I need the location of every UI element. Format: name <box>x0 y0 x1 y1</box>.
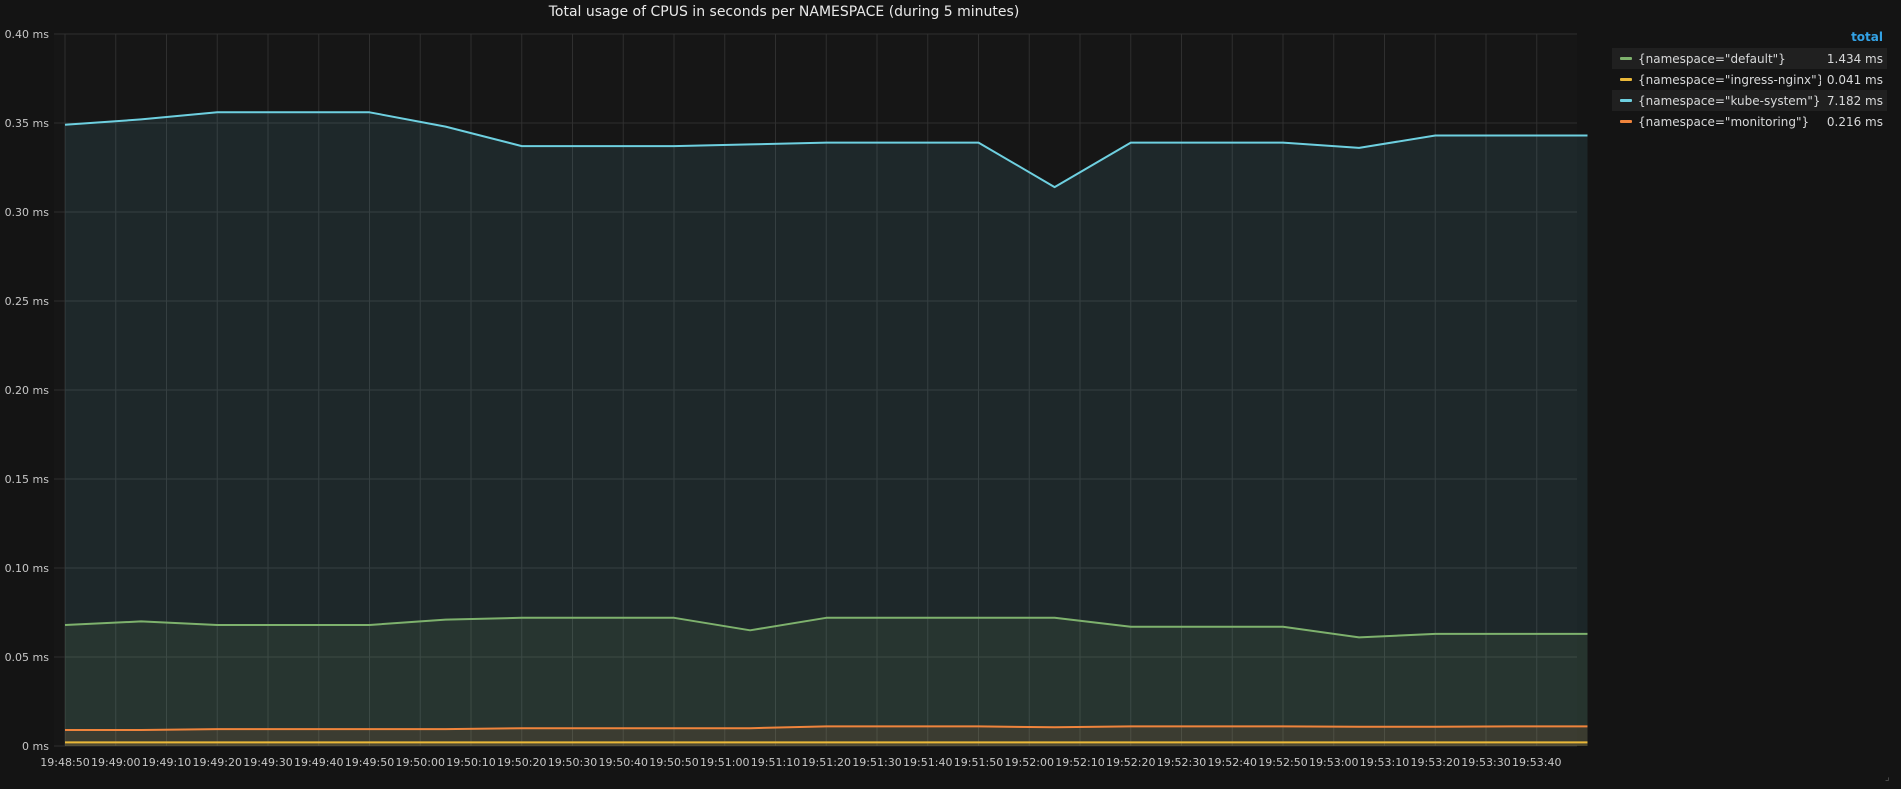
x-tick-label: 19:52:40 <box>1208 756 1257 769</box>
x-tick-label: 19:50:50 <box>649 756 698 769</box>
x-tick-label: 19:50:00 <box>396 756 445 769</box>
legend-item-total: 0.041 ms <box>1826 72 1883 87</box>
panel-title[interactable]: Total usage of CPUS in seconds per NAMES… <box>548 4 1020 20</box>
y-tick-label: 0.35 ms <box>5 117 50 130</box>
y-tick-label: 0.10 ms <box>5 562 50 575</box>
series-line[interactable] <box>64 111 1588 189</box>
legend-item-label[interactable]: {namespace="default"} <box>1638 51 1786 66</box>
legend-item[interactable]: {namespace="monitoring"} 0.216 ms <box>1612 111 1887 132</box>
legend-item-label[interactable]: {namespace="ingress-nginx"} <box>1638 72 1821 87</box>
x-tick-label: 19:51:50 <box>954 756 1003 769</box>
y-tick-label: 0.05 ms <box>5 651 50 664</box>
x-axis: 19:48:50 19:49:00 19:49:10 19:49:20 19:49:30… <box>40 756 1561 769</box>
chart-area[interactable]: 0 ms 0.05 ms 0.10 ms 0.15 ms 0.20 ms 0.25 ms 0… <box>0 0 1590 789</box>
x-tick-label: 19:52:50 <box>1258 756 1307 769</box>
x-tick-label: 19:51:00 <box>700 756 749 769</box>
legend-items: {namespace="default"} 1.434 ms {namespace=… <box>1612 48 1887 132</box>
y-tick-label: 0.40 ms <box>5 28 50 41</box>
x-tick-label: 19:52:10 <box>1055 756 1104 769</box>
x-tick-label: 19:52:00 <box>1005 756 1054 769</box>
series-area <box>65 726 1588 746</box>
legend-column-total[interactable]: total <box>1851 30 1883 44</box>
x-tick-label: 19:48:50 <box>40 756 89 769</box>
x-tick-label: 19:53:00 <box>1309 756 1358 769</box>
x-tick-label: 19:51:20 <box>802 756 851 769</box>
series-area <box>65 617 1588 746</box>
x-tick-label: 19:50:30 <box>548 756 597 769</box>
series-line[interactable] <box>64 616 1588 639</box>
x-tick-label: 19:51:10 <box>751 756 800 769</box>
legend-swatch[interactable] <box>1620 99 1632 102</box>
x-tick-label: 19:53:10 <box>1360 756 1409 769</box>
y-tick-label: 0.25 ms <box>5 295 50 308</box>
legend-item-total: 1.434 ms <box>1826 51 1883 66</box>
x-tick-label: 19:49:10 <box>142 756 191 769</box>
y-tick-label: 0 ms <box>22 740 49 753</box>
x-tick-label: 19:49:50 <box>345 756 394 769</box>
y-tick-label: 0.15 ms <box>5 473 50 486</box>
legend-item-label[interactable]: {namespace="kube-system"} <box>1638 93 1821 108</box>
legend-item-total: 0.216 ms <box>1826 114 1883 129</box>
legend-item[interactable]: {namespace="default"} 1.434 ms <box>1612 48 1887 69</box>
x-tick-label: 19:53:30 <box>1461 756 1510 769</box>
legend-swatch[interactable] <box>1620 120 1632 123</box>
x-tick-label: 19:50:20 <box>497 756 546 769</box>
x-tick-label: 19:52:30 <box>1157 756 1206 769</box>
legend-item-label[interactable]: {namespace="monitoring"} <box>1638 114 1810 129</box>
legend-item[interactable]: {namespace="ingress-nginx"} 0.041 ms <box>1612 69 1887 90</box>
x-tick-label: 19:51:30 <box>852 756 901 769</box>
legend-item[interactable]: {namespace="kube-system"} 7.182 ms <box>1612 90 1887 111</box>
legend-swatch[interactable] <box>1620 57 1632 60</box>
x-tick-label: 19:50:40 <box>599 756 648 769</box>
chart-grid <box>54 33 1577 747</box>
x-tick-label: 19:49:00 <box>91 756 140 769</box>
x-tick-label: 19:52:20 <box>1106 756 1155 769</box>
x-tick-label: 19:49:40 <box>294 756 343 769</box>
x-tick-label: 19:50:10 <box>446 756 495 769</box>
x-tick-label: 19:53:40 <box>1512 756 1561 769</box>
legend-item-total: 7.182 ms <box>1826 93 1883 108</box>
y-tick-label: 0.30 ms <box>5 206 50 219</box>
legend: total {namespace="default"} 1.434 ms {name… <box>1612 30 1887 132</box>
series-area <box>65 112 1588 747</box>
x-tick-label: 19:49:30 <box>243 756 292 769</box>
x-tick-label: 19:53:20 <box>1411 756 1460 769</box>
legend-swatch[interactable] <box>1620 78 1632 81</box>
x-tick-label: 19:51:40 <box>903 756 952 769</box>
chart-series <box>64 111 1588 747</box>
y-axis: 0 ms 0.05 ms 0.10 ms 0.15 ms 0.20 ms 0.25 ms 0… <box>5 28 50 753</box>
x-tick-label: 19:49:20 <box>193 756 242 769</box>
series-line[interactable] <box>65 725 1588 731</box>
y-tick-label: 0.20 ms <box>5 384 50 397</box>
resize-corner-icon[interactable]: ⌟ <box>1885 772 1890 783</box>
